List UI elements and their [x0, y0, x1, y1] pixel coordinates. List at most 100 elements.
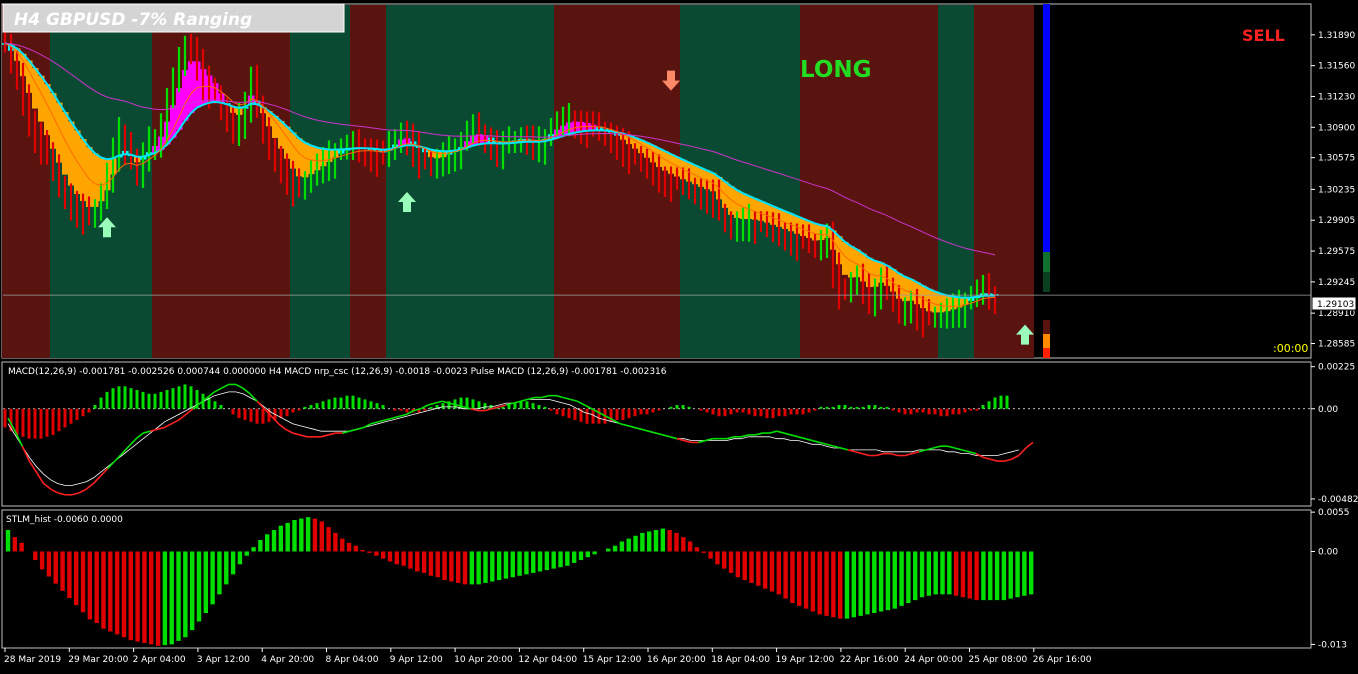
macd-line-segment — [107, 460, 116, 470]
ribbon-segment — [92, 153, 99, 207]
macd-line-segment — [1018, 447, 1027, 457]
time-tick-label: 25 Apr 08:00 — [969, 655, 1028, 665]
macd-line-segment — [918, 449, 927, 453]
macd-line-segment — [968, 450, 977, 455]
macd-histogram — [3, 384, 1311, 439]
price-tick-label: 1.29245 — [1318, 278, 1355, 288]
ribbon-segment — [188, 61, 195, 114]
ribbon-segment — [908, 279, 915, 301]
macd-line-segment — [591, 408, 600, 414]
macd-tick-label: 0.00 — [1318, 405, 1338, 415]
macd-line-segment — [157, 426, 165, 431]
macd-line-segment — [876, 452, 884, 457]
macd-tick-label: -0.004822 — [1318, 495, 1358, 505]
macd-line-segment — [527, 396, 535, 401]
ribbon-segment — [668, 154, 675, 174]
macd-line-segment — [726, 436, 735, 440]
buy-arrow-0 — [98, 217, 116, 238]
ribbon-segment — [56, 102, 63, 163]
macd-line-segment — [1011, 454, 1020, 460]
macd-line-segment — [99, 468, 109, 477]
ribbon-segment — [86, 147, 93, 207]
macd-line-segment — [14, 430, 23, 447]
macd-line-segment — [434, 400, 443, 404]
macd-line-segment — [797, 436, 806, 440]
macd-line-segment — [199, 396, 208, 404]
ribbon-segment — [278, 120, 285, 149]
macd-line-segment — [249, 393, 258, 402]
macd-line-segment — [513, 400, 521, 404]
macd-line-segment — [926, 447, 934, 451]
macd-line-segment — [356, 426, 365, 431]
ribbon-segment — [854, 249, 861, 278]
state-bar-orange — [1043, 334, 1050, 348]
macd-line-segment — [684, 439, 692, 444]
price-tick-label: 1.28585 — [1318, 340, 1355, 350]
macd-line-segment — [71, 492, 80, 496]
ribbon-segment — [98, 157, 105, 202]
macd-line-segment — [171, 419, 180, 425]
time-tick-label: 4 Apr 20:00 — [261, 655, 314, 665]
time-tick-label: 24 Apr 00:00 — [904, 655, 963, 665]
zone-5 — [386, 5, 554, 358]
macd-line-segment — [427, 402, 436, 406]
ribbon-segment — [662, 151, 669, 171]
macd-line-segment — [769, 430, 777, 434]
price-tick-label: 1.30575 — [1318, 154, 1355, 164]
macd-line-segment — [990, 458, 998, 462]
macd-line-segment — [185, 408, 194, 415]
macd-line-segment — [328, 432, 336, 436]
macd-line-segment — [392, 415, 400, 419]
chart-title: H4 GBPUSD -7% Ranging — [14, 10, 252, 30]
macd-line-segment — [270, 415, 280, 425]
price-tick-label: 1.30900 — [1318, 123, 1355, 133]
macd-line-segment — [21, 445, 31, 462]
time-tick-label: 29 Mar 20:00 — [68, 655, 128, 665]
ma-lines — [3, 4, 1311, 358]
time-tick-label: 22 Apr 16:00 — [840, 655, 899, 665]
macd-line-segment — [634, 426, 642, 431]
macd-line-segment — [619, 422, 628, 427]
ribbon-segment — [782, 211, 789, 229]
state-bar-green — [1043, 252, 1050, 272]
ribbon-segment — [290, 132, 297, 169]
macd-line-segment — [470, 407, 478, 412]
zone-10 — [974, 5, 1034, 358]
macd-line-segment — [192, 402, 201, 410]
macd-line-segment — [299, 434, 308, 438]
macd-line-segment — [135, 432, 144, 440]
ribbon-segment — [170, 105, 177, 138]
macd-line-segment — [669, 436, 678, 440]
macd-line-segment — [1004, 458, 1012, 462]
signal-arrows — [98, 70, 1034, 345]
ribbon-segment — [62, 112, 69, 175]
ribbon-segment — [872, 260, 879, 287]
zone-6 — [554, 5, 680, 358]
price-tick-label: 1.31230 — [1318, 92, 1355, 102]
trend-zones — [2, 5, 1034, 358]
current-price-label: 1.29103 — [1317, 300, 1354, 310]
macd-line-segment — [812, 439, 820, 444]
ribbon-segment — [176, 87, 183, 130]
macd-line-segment — [178, 413, 187, 421]
title-box — [2, 3, 345, 33]
macd-line-segment — [676, 437, 685, 442]
ma-long-line — [4, 42, 996, 256]
time-tick-label: 3 Apr 12:00 — [197, 655, 250, 665]
sell-annotation: SELL — [1242, 26, 1285, 45]
macd-line-segment — [982, 456, 991, 461]
macd-line-segment — [484, 407, 493, 412]
macd-line-segment — [92, 475, 102, 485]
ribbon-segment — [26, 60, 33, 93]
macd-line-segment — [627, 424, 635, 429]
ribbon-segment — [296, 138, 303, 177]
stlm-histogram — [5, 517, 1034, 646]
macd-line-segment — [641, 428, 649, 432]
macd-line-segment — [577, 400, 585, 406]
macd-line-segment — [441, 400, 450, 404]
macd-line-segment — [85, 482, 94, 490]
macd-line-segment — [128, 438, 137, 447]
macd-line-segment — [954, 447, 963, 451]
macd-line-segment — [555, 394, 564, 399]
